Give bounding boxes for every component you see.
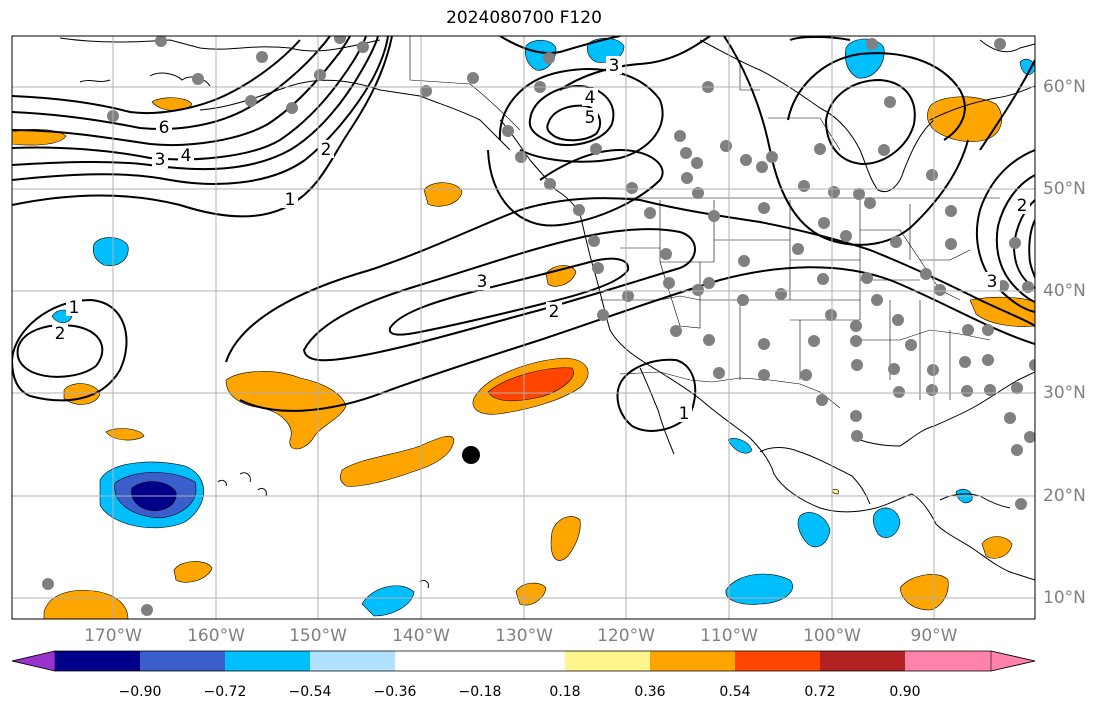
lon-label: 130°W <box>495 626 553 646</box>
svg-text:6: 6 <box>159 118 170 138</box>
colorbar-extend-high <box>990 650 1036 672</box>
contour-label: 2 <box>1014 196 1030 216</box>
colorbar-tick-label: 0.72 <box>804 684 836 700</box>
lat-label: 20°N <box>1043 486 1086 506</box>
location-marker <box>462 446 480 464</box>
contour-label: 1 <box>66 298 82 318</box>
colorbar-bin <box>225 651 310 671</box>
lon-label: 140°W <box>392 626 450 646</box>
station-markers <box>42 36 1035 616</box>
colorbar-bin <box>55 651 140 671</box>
lat-label: 40°N <box>1043 281 1086 301</box>
lon-label: 170°W <box>84 626 142 646</box>
contour-label: 2 <box>52 324 68 344</box>
colorbar-tick-label: −0.90 <box>118 684 162 700</box>
colorbar-tick-label: −0.36 <box>373 684 417 700</box>
lon-label: 110°W <box>700 626 758 646</box>
contour-label: 1 <box>282 190 298 210</box>
svg-text:4: 4 <box>181 146 192 166</box>
lat-label: 60°N <box>1043 77 1086 97</box>
colorbar-bin <box>140 651 225 671</box>
contour-label: 3 <box>984 272 1000 292</box>
svg-text:2: 2 <box>549 302 560 322</box>
svg-text:2: 2 <box>55 324 66 344</box>
political-borders <box>409 36 1000 409</box>
colorbar-bin <box>905 651 991 671</box>
contour-label: 2 <box>546 302 562 322</box>
svg-text:1: 1 <box>679 404 690 424</box>
lon-label: 100°W <box>803 626 861 646</box>
svg-text:3: 3 <box>609 56 620 76</box>
svg-text:2: 2 <box>321 140 332 160</box>
contour-labels: 1 2 3 4 6 1 2 3 2 1 3 4 5 2 3 <box>52 56 1030 424</box>
colorbar-bin <box>310 651 395 671</box>
lat-label: 10°N <box>1043 588 1086 608</box>
lon-label: 120°W <box>597 626 655 646</box>
lon-label: 160°W <box>187 626 245 646</box>
contour-label: 6 <box>156 118 172 138</box>
colorbar-bin <box>650 651 735 671</box>
lon-label: 150°W <box>289 626 347 646</box>
colorbar-tick-label: 0.36 <box>634 684 666 700</box>
svg-text:5: 5 <box>585 108 596 128</box>
colorbar-tick-label: 0.54 <box>719 684 751 700</box>
svg-text:4: 4 <box>585 88 596 108</box>
svg-text:1: 1 <box>69 298 80 318</box>
colorbar-tick-label: 0.90 <box>889 684 921 700</box>
colorbar-bin <box>480 651 565 671</box>
colorbar-bin <box>820 651 905 671</box>
contour-label: 1 <box>676 404 692 424</box>
contour-label: 4 <box>582 88 598 108</box>
lat-label: 30°N <box>1043 383 1086 403</box>
lon-label: 90°W <box>910 626 958 646</box>
contour-label: 4 <box>178 146 194 166</box>
contour-label: 3 <box>474 272 490 292</box>
svg-text:3: 3 <box>477 272 488 292</box>
contour-label: 2 <box>318 140 334 160</box>
colorbar-tick-label: −0.54 <box>288 684 332 700</box>
map-title: 2024080700 F120 <box>446 8 602 28</box>
svg-text:3: 3 <box>987 272 998 292</box>
colorbar-bin <box>395 651 480 671</box>
colorbar-outline <box>11 650 1036 672</box>
svg-text:3: 3 <box>155 150 166 170</box>
colorbar-tick-label: 0.18 <box>549 684 581 700</box>
map-frame <box>11 35 1036 620</box>
lat-label: 50°N <box>1043 179 1086 199</box>
contour-label: 3 <box>152 150 168 170</box>
colorbar-bin <box>565 651 650 671</box>
colorbar <box>11 650 1036 672</box>
colorbar-tick-label: −0.72 <box>203 684 247 700</box>
colorbar-extend-low <box>11 650 56 672</box>
colorbar-bin <box>735 651 820 671</box>
svg-text:1: 1 <box>285 190 296 210</box>
contour-label: 3 <box>606 56 622 76</box>
height-contours <box>12 36 1035 432</box>
colorbar-tick-label: −0.18 <box>458 684 502 700</box>
contour-label: 5 <box>582 108 598 128</box>
gridlines <box>12 36 1035 619</box>
svg-text:2: 2 <box>1017 196 1028 216</box>
